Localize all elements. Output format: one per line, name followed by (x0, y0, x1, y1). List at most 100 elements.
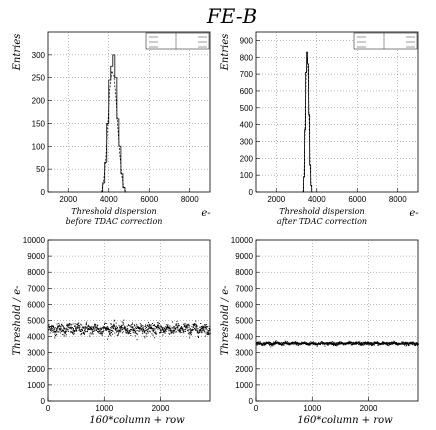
scatter-point (126, 330, 128, 332)
scatter-point (263, 342, 265, 344)
scatter-point (184, 325, 186, 327)
scatter-point (409, 343, 411, 345)
scatter-point (272, 343, 274, 345)
scatter-point (368, 341, 370, 343)
scatter-point (361, 344, 363, 346)
scatter-point (355, 343, 357, 345)
scatter-point (158, 326, 160, 328)
scatter-point (178, 329, 180, 331)
scatter-point (67, 326, 69, 328)
scatter-point (194, 323, 196, 325)
scatter-point (317, 343, 319, 345)
scatter-point (112, 325, 114, 327)
fit-curve (101, 69, 127, 193)
scatter-point (323, 342, 325, 344)
scatter-point (318, 342, 320, 344)
x-tick-label: 1000 (95, 404, 113, 413)
scatter-point (342, 344, 344, 346)
scatter-point (151, 328, 153, 330)
scatter-point (415, 343, 417, 345)
scatter-point (200, 322, 202, 324)
scatter-point (386, 341, 388, 343)
scatter-point (68, 330, 70, 332)
scatter-point (144, 337, 146, 339)
scatter-points (48, 319, 211, 341)
y-tick-label: 4000 (235, 333, 253, 342)
scatter-point (63, 331, 65, 333)
scatter-point (174, 330, 176, 332)
scatter-point (263, 343, 265, 345)
scatter-point (279, 342, 281, 344)
scatter-point (73, 331, 75, 333)
x-tick-label: 0 (254, 404, 259, 413)
scatter-point (182, 330, 184, 332)
scatter-point (128, 324, 130, 326)
scatter-point (415, 343, 417, 345)
scatter-point (370, 342, 372, 344)
scatter-point (355, 342, 357, 344)
scatter-point (405, 343, 407, 345)
scatter-point (166, 326, 168, 328)
scatter-point (109, 333, 111, 335)
scatter-point (335, 344, 337, 346)
scatter-point (51, 328, 53, 330)
scatter-point (286, 343, 288, 345)
scatter-point (377, 343, 379, 345)
scatter-point (209, 332, 211, 334)
scatter-point (332, 342, 334, 344)
scatter-point (84, 330, 86, 332)
scatter-point (157, 324, 159, 326)
scatter-point (108, 328, 110, 330)
scatter-point (199, 330, 201, 332)
scatter-point (269, 343, 271, 345)
scatter-point (152, 330, 154, 332)
scatter-point (205, 326, 207, 328)
scatter-point (61, 329, 63, 331)
scatter-point (203, 328, 205, 330)
scatter-point (77, 324, 79, 326)
scatter-point (178, 328, 180, 330)
scatter-point (358, 343, 360, 345)
scatter-point (160, 329, 162, 331)
scatter-point (188, 323, 190, 325)
scatter-point (403, 343, 405, 345)
scatter-point (65, 334, 67, 336)
scatter-point (173, 332, 175, 334)
scatter-point (60, 332, 62, 334)
scatter-point (297, 343, 299, 345)
scatter-point (113, 320, 115, 322)
scatter-point (67, 329, 69, 331)
y-tick-label: 0 (41, 397, 46, 406)
scatter-point (192, 325, 194, 327)
scatter-point (74, 323, 76, 325)
scatter-point (359, 342, 361, 344)
scatter-point (334, 344, 336, 346)
scatter-point (117, 330, 119, 332)
scatter-point (94, 324, 96, 326)
scatter-point (187, 330, 189, 332)
scatter-point (80, 330, 82, 332)
scatter-point (403, 343, 405, 345)
scatter-point (98, 328, 100, 330)
scatter-point (135, 332, 137, 334)
scatter-point (96, 324, 98, 326)
scatter-point (202, 327, 204, 329)
scatter-point (104, 322, 106, 324)
scatter-point (356, 343, 358, 345)
scatter-point (281, 343, 283, 345)
scatter-point (205, 332, 207, 334)
scatter-point (55, 335, 57, 337)
scatter-point (153, 324, 155, 326)
scatter-point (170, 330, 172, 332)
scatter-point (188, 328, 190, 330)
scatter-point (359, 341, 361, 343)
scatter-point (122, 328, 124, 330)
scatter-point (141, 327, 143, 329)
scatter-point (349, 342, 351, 344)
scatter-point (186, 328, 188, 330)
scatter-point (101, 333, 103, 335)
scatter-point (171, 329, 173, 331)
scatter-point (64, 335, 66, 337)
scatter-point (152, 324, 154, 326)
y-tick-label: 9000 (235, 252, 253, 261)
